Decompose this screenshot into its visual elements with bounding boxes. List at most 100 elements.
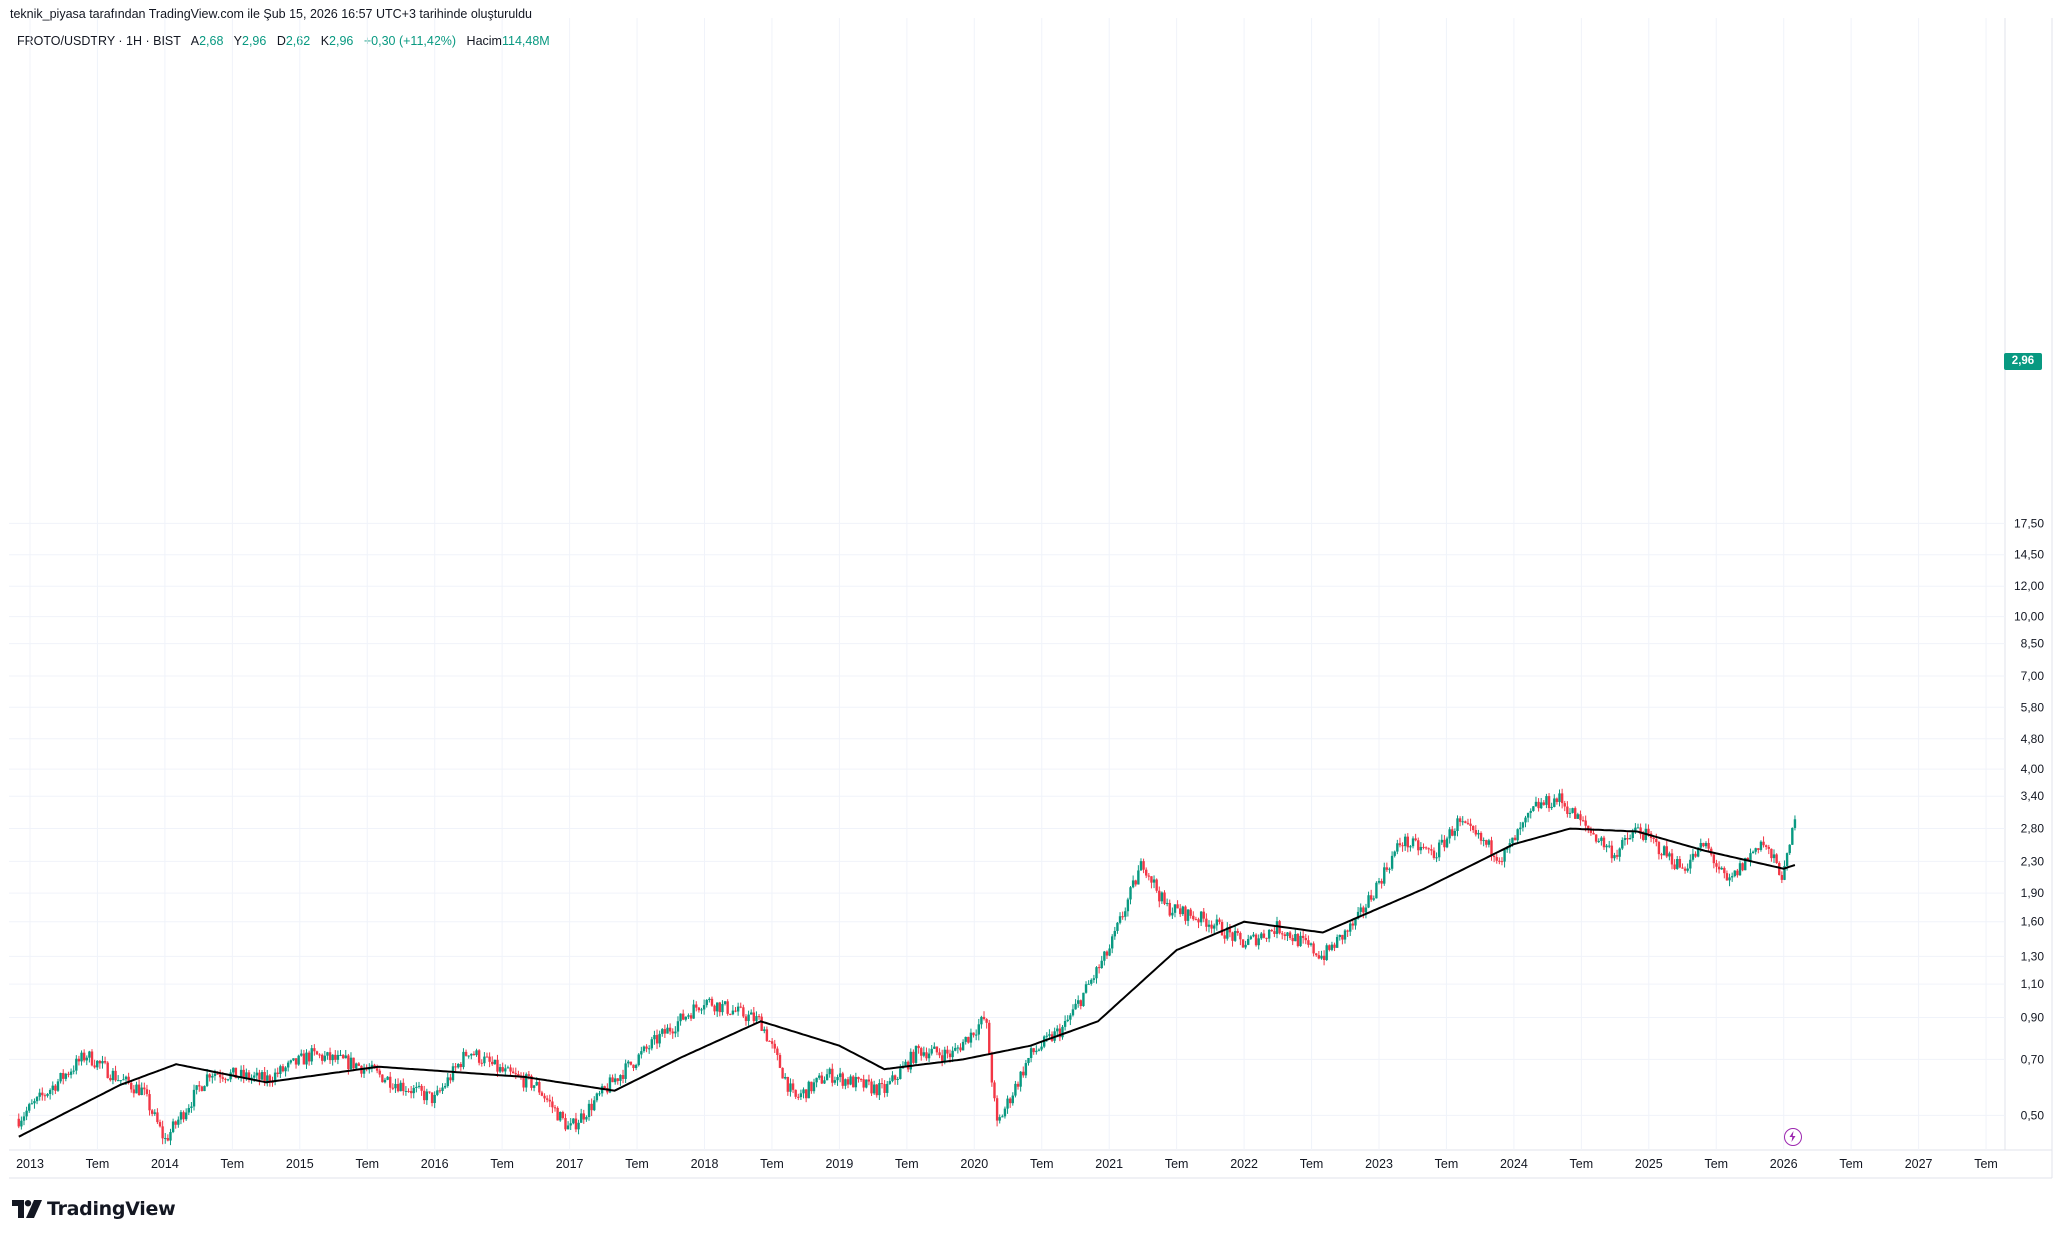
candle-body[interactable] bbox=[721, 1004, 724, 1013]
candle-body[interactable] bbox=[763, 1029, 766, 1031]
candle-body[interactable] bbox=[187, 1107, 190, 1113]
candle-body[interactable] bbox=[1524, 817, 1527, 823]
candle-body[interactable] bbox=[1477, 832, 1480, 835]
candle-body[interactable] bbox=[1571, 808, 1574, 813]
candle-body[interactable] bbox=[1239, 932, 1242, 940]
candle-body[interactable] bbox=[1725, 873, 1729, 881]
candle-body[interactable] bbox=[488, 1056, 491, 1062]
candle-body[interactable] bbox=[153, 1112, 156, 1114]
candle-body[interactable] bbox=[880, 1083, 884, 1085]
candle-body[interactable] bbox=[598, 1093, 601, 1095]
candle-body[interactable] bbox=[1751, 851, 1755, 854]
candle-body[interactable] bbox=[51, 1085, 54, 1091]
candle-body[interactable] bbox=[825, 1074, 829, 1081]
candle-body[interactable] bbox=[1775, 854, 1778, 863]
candle-body[interactable] bbox=[815, 1077, 818, 1083]
candle-body[interactable] bbox=[1226, 927, 1229, 939]
candle-body[interactable] bbox=[1116, 922, 1119, 931]
candle-body[interactable] bbox=[1574, 808, 1577, 819]
candle-body[interactable] bbox=[1367, 895, 1370, 908]
candle-body[interactable] bbox=[705, 999, 708, 1006]
candle-body[interactable] bbox=[527, 1074, 531, 1076]
candle-body[interactable] bbox=[137, 1084, 141, 1096]
candle-body[interactable] bbox=[1095, 967, 1098, 979]
candle-body[interactable] bbox=[1014, 1083, 1017, 1096]
candle-body[interactable] bbox=[663, 1029, 667, 1034]
candle-body[interactable] bbox=[1498, 860, 1501, 862]
candle-body[interactable] bbox=[1471, 825, 1475, 831]
candle-body[interactable] bbox=[841, 1073, 844, 1086]
candle-body[interactable] bbox=[140, 1087, 143, 1096]
candle-body[interactable] bbox=[1660, 854, 1663, 856]
candle-body[interactable] bbox=[687, 1015, 690, 1017]
candle-body[interactable] bbox=[935, 1046, 939, 1053]
candle-body[interactable] bbox=[1587, 825, 1590, 830]
candle-body[interactable] bbox=[781, 1067, 784, 1079]
candle-body[interactable] bbox=[1720, 867, 1723, 870]
candle-body[interactable] bbox=[247, 1072, 251, 1080]
candle-body[interactable] bbox=[1738, 863, 1742, 876]
candle-body[interactable] bbox=[1299, 935, 1302, 947]
candle-body[interactable] bbox=[634, 1065, 638, 1069]
candle-body[interactable] bbox=[182, 1112, 185, 1120]
candle-body[interactable] bbox=[415, 1086, 418, 1088]
candle-body[interactable] bbox=[485, 1056, 489, 1058]
candle-body[interactable] bbox=[1451, 829, 1454, 836]
candle-body[interactable] bbox=[951, 1050, 954, 1058]
candle-body[interactable] bbox=[1063, 1021, 1067, 1027]
candle-body[interactable] bbox=[1186, 909, 1190, 921]
candle-body[interactable] bbox=[1686, 868, 1689, 871]
candle-body[interactable] bbox=[1207, 924, 1211, 927]
candle-body[interactable] bbox=[1626, 837, 1629, 840]
candle-body[interactable] bbox=[383, 1079, 387, 1083]
candle-body[interactable] bbox=[132, 1089, 136, 1094]
candle-body[interactable] bbox=[642, 1046, 646, 1052]
candle-body[interactable] bbox=[77, 1058, 81, 1062]
candle-body[interactable] bbox=[1636, 827, 1640, 829]
candle-body[interactable] bbox=[1652, 837, 1655, 840]
candle-body[interactable] bbox=[1168, 902, 1171, 916]
candle-body[interactable] bbox=[1134, 880, 1137, 885]
candle-body[interactable] bbox=[925, 1052, 928, 1059]
candle-body[interactable] bbox=[1704, 842, 1708, 847]
candle-body[interactable] bbox=[812, 1082, 816, 1092]
candle-body[interactable] bbox=[467, 1055, 470, 1057]
candle-body[interactable] bbox=[1244, 944, 1247, 948]
candle-body[interactable] bbox=[967, 1036, 970, 1043]
candle-body[interactable] bbox=[190, 1106, 193, 1108]
candle-body[interactable] bbox=[362, 1068, 366, 1074]
candle-body[interactable] bbox=[436, 1090, 439, 1095]
candle-body[interactable] bbox=[111, 1070, 115, 1081]
candle-body[interactable] bbox=[1699, 843, 1702, 848]
candle-body[interactable] bbox=[1231, 932, 1234, 941]
candle-body[interactable] bbox=[501, 1067, 504, 1072]
candle-body[interactable] bbox=[1001, 1116, 1004, 1118]
candle-body[interactable] bbox=[1778, 862, 1781, 876]
candle-body[interactable] bbox=[985, 1019, 988, 1023]
candle-body[interactable] bbox=[1346, 930, 1349, 932]
candle-body[interactable] bbox=[1074, 1003, 1077, 1010]
candle-body[interactable] bbox=[30, 1103, 34, 1105]
candle-body[interactable] bbox=[1338, 934, 1341, 938]
candle-body[interactable] bbox=[846, 1079, 850, 1085]
candle-body[interactable] bbox=[1466, 822, 1470, 824]
candle-body[interactable] bbox=[731, 1010, 735, 1015]
candle-body[interactable] bbox=[1676, 859, 1679, 869]
candle-body[interactable] bbox=[621, 1075, 625, 1079]
candle-body[interactable] bbox=[828, 1068, 831, 1075]
candle-body[interactable] bbox=[396, 1083, 400, 1092]
candle-body[interactable] bbox=[1011, 1095, 1014, 1104]
candle-body[interactable] bbox=[446, 1077, 449, 1086]
candle-body[interactable] bbox=[1437, 842, 1441, 858]
candle-body[interactable] bbox=[619, 1075, 622, 1081]
candle-body[interactable] bbox=[1788, 844, 1791, 854]
candle-body[interactable] bbox=[1110, 936, 1114, 949]
candle-body[interactable] bbox=[569, 1123, 572, 1126]
candle-body[interactable] bbox=[893, 1075, 897, 1080]
candle-body[interactable] bbox=[964, 1036, 967, 1042]
candle-body[interactable] bbox=[1388, 868, 1391, 870]
candle-body[interactable] bbox=[1377, 880, 1381, 883]
candle-body[interactable] bbox=[1490, 840, 1493, 856]
candle-body[interactable] bbox=[211, 1075, 214, 1078]
candle-body[interactable] bbox=[192, 1089, 196, 1107]
